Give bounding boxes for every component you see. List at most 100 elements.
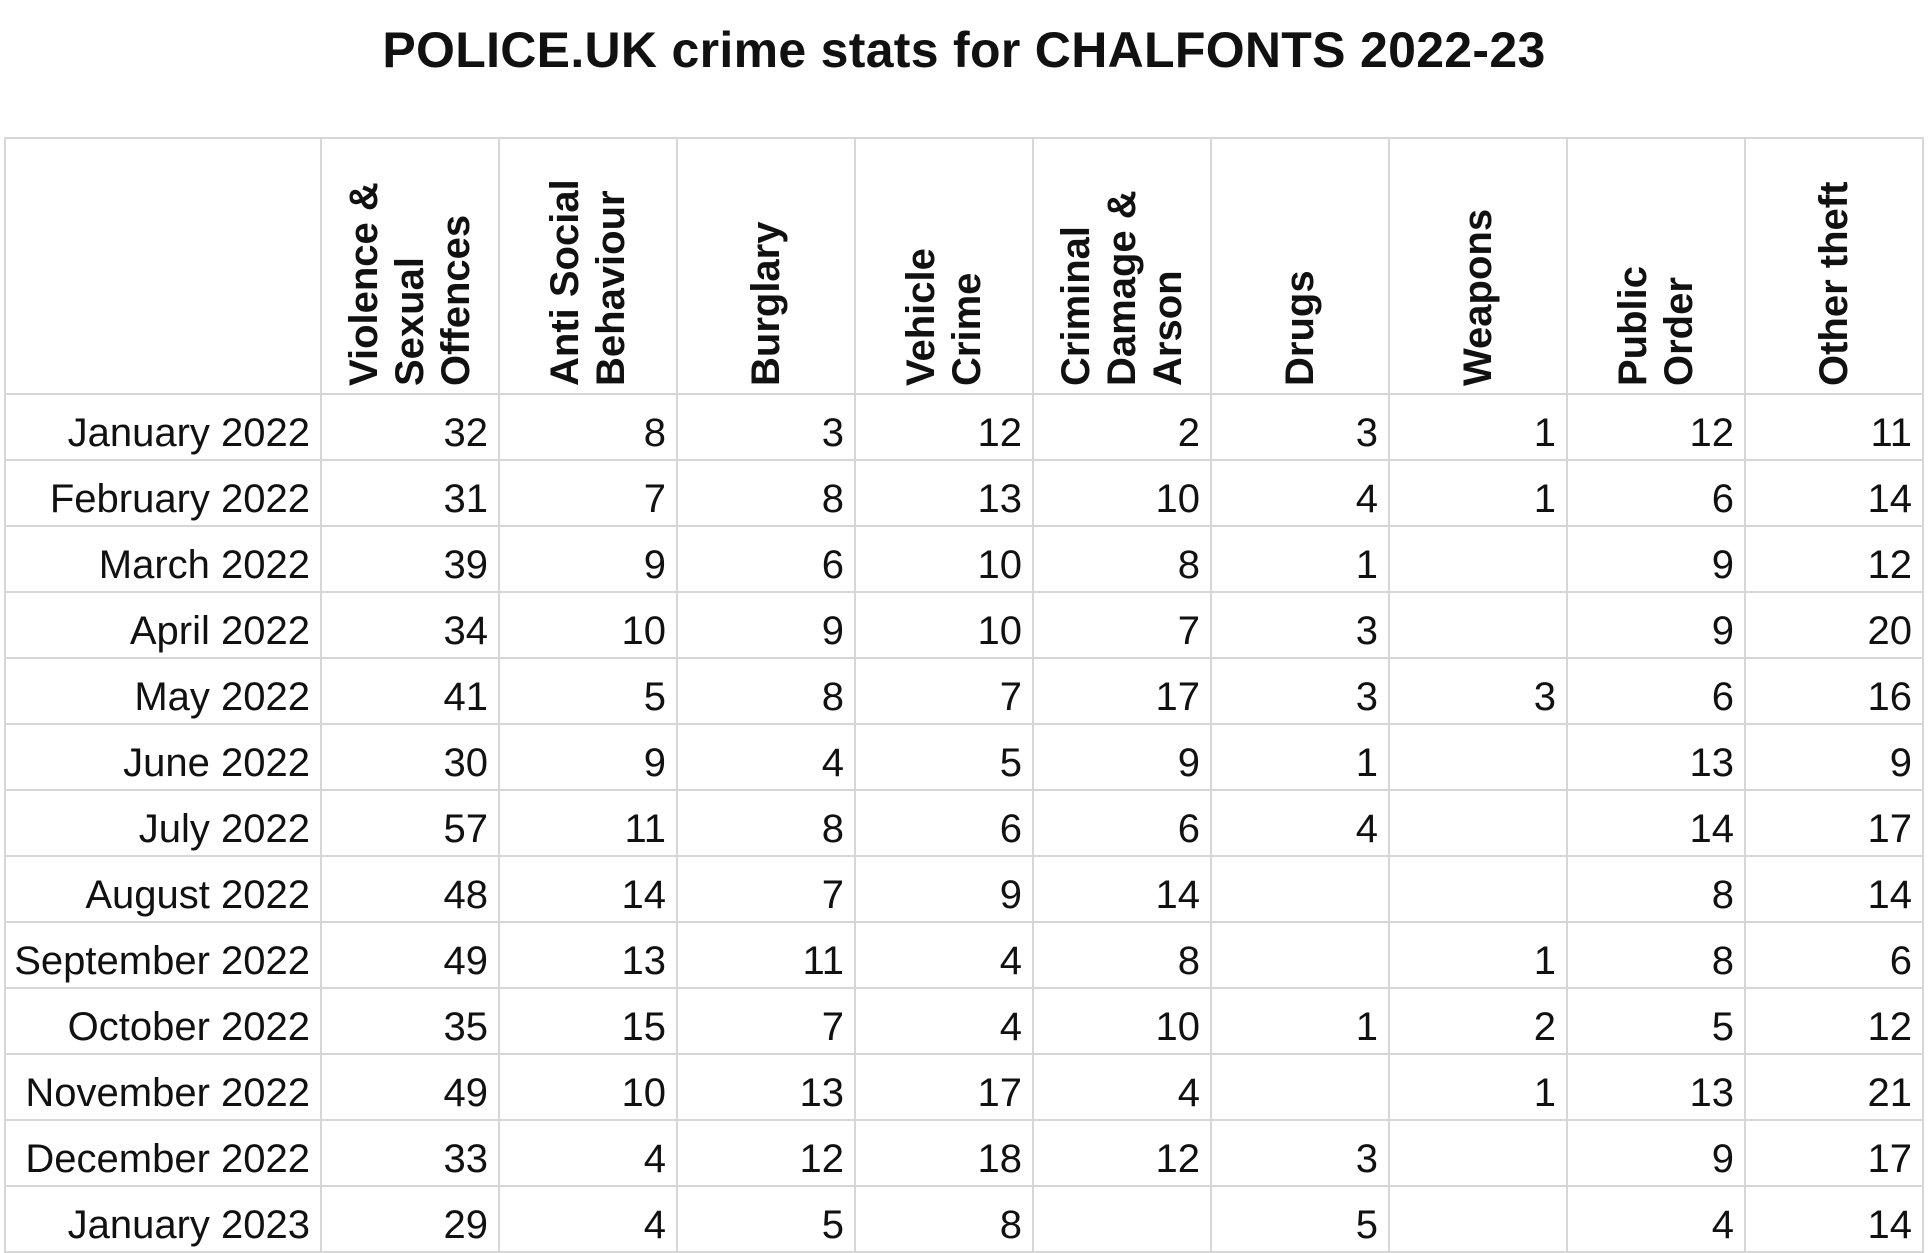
table-row: November 2022 49 10 13 17 4 1 13 21	[4, 1053, 1924, 1121]
data-cell: 12	[854, 393, 1034, 461]
data-cell: 4	[854, 921, 1034, 989]
chart-title: POLICE.UK crime stats for CHALFONTS 2022…	[382, 22, 1546, 78]
table-row: October 2022 35 15 7 4 10 1 2 5 12	[4, 987, 1924, 1055]
table-row: December 2022 33 4 12 18 12 3 9 17	[4, 1119, 1924, 1187]
data-cell: 5	[676, 1185, 856, 1253]
data-cell: 1	[1388, 459, 1568, 527]
data-cell: 10	[498, 591, 678, 659]
data-cell: 17	[854, 1053, 1034, 1121]
data-cell: 14	[1744, 1185, 1924, 1253]
data-cell: 29	[320, 1185, 500, 1253]
data-cell: 32	[320, 393, 500, 461]
data-cell: 4	[1032, 1053, 1212, 1121]
data-cell: 12	[1744, 525, 1924, 593]
data-cell: 1	[1388, 393, 1568, 461]
data-cell: 13	[498, 921, 678, 989]
data-cell: 8	[1032, 525, 1212, 593]
data-cell: 3	[1210, 591, 1390, 659]
table-row: June 2022 30 9 4 5 9 1 13 9	[4, 723, 1924, 791]
data-cell: 1	[1210, 525, 1390, 593]
data-cell: 4	[676, 723, 856, 791]
data-cell: 9	[1566, 1119, 1746, 1187]
column-header: Criminal Damage & Arson	[1032, 137, 1212, 395]
data-cell: 17	[1744, 789, 1924, 857]
column-header: Burglary	[676, 137, 856, 395]
data-cell	[1388, 591, 1568, 659]
data-cell: 9	[676, 591, 856, 659]
data-cell	[1388, 1185, 1568, 1253]
data-cell: 8	[1566, 921, 1746, 989]
data-cell: 35	[320, 987, 500, 1055]
header-row: Violence & Sexual Offences Anti Social B…	[4, 137, 1924, 395]
data-cell: 2	[1032, 393, 1212, 461]
column-header: Public Order	[1566, 137, 1746, 395]
data-cell	[1388, 723, 1568, 791]
data-cell: 5	[854, 723, 1034, 791]
data-cell: 1	[1388, 921, 1568, 989]
column-header: Weapons	[1388, 137, 1568, 395]
row-month-label: June 2022	[4, 723, 322, 791]
column-header: Other theft	[1744, 137, 1924, 395]
data-cell: 12	[1032, 1119, 1212, 1187]
data-cell: 3	[1210, 657, 1390, 725]
data-cell: 13	[1566, 723, 1746, 791]
data-cell: 3	[1210, 1119, 1390, 1187]
data-cell: 1	[1210, 987, 1390, 1055]
row-month-label: August 2022	[4, 855, 322, 923]
crime-stats-table: Violence & Sexual Offences Anti Social B…	[4, 137, 1924, 1253]
data-cell	[1388, 855, 1568, 923]
data-cell: 8	[676, 657, 856, 725]
row-month-label: September 2022	[4, 921, 322, 989]
data-cell: 4	[498, 1119, 678, 1187]
data-cell: 49	[320, 921, 500, 989]
data-cell: 10	[498, 1053, 678, 1121]
data-cell: 7	[676, 987, 856, 1055]
data-cell: 8	[498, 393, 678, 461]
data-cell: 31	[320, 459, 500, 527]
data-cell: 4	[1210, 459, 1390, 527]
data-cell: 2	[1388, 987, 1568, 1055]
data-cell: 4	[854, 987, 1034, 1055]
data-cell: 6	[854, 789, 1034, 857]
data-cell: 8	[676, 789, 856, 857]
data-cell: 8	[1032, 921, 1212, 989]
table-row: August 2022 48 14 7 9 14 8 14	[4, 855, 1924, 923]
table-row: March 2022 39 9 6 10 8 1 9 12	[4, 525, 1924, 593]
data-cell: 12	[676, 1119, 856, 1187]
data-cell	[1388, 1119, 1568, 1187]
data-cell: 9	[1566, 525, 1746, 593]
data-cell: 13	[676, 1053, 856, 1121]
data-cell: 39	[320, 525, 500, 593]
data-cell: 9	[1566, 591, 1746, 659]
data-cell: 21	[1744, 1053, 1924, 1121]
data-cell: 4	[1566, 1185, 1746, 1253]
data-cell: 10	[1032, 987, 1212, 1055]
row-month-label: January 2022	[4, 393, 322, 461]
column-header: Vehicle Crime	[854, 137, 1034, 395]
column-header: Drugs	[1210, 137, 1390, 395]
data-cell: 6	[1032, 789, 1212, 857]
data-cell: 6	[676, 525, 856, 593]
data-cell: 41	[320, 657, 500, 725]
data-cell: 33	[320, 1119, 500, 1187]
data-cell: 8	[854, 1185, 1034, 1253]
data-cell	[1210, 855, 1390, 923]
column-header-label: Burglary	[744, 221, 788, 387]
data-cell: 11	[498, 789, 678, 857]
row-month-label: October 2022	[4, 987, 322, 1055]
table-row: May 2022 41 5 8 7 17 3 3 6 16	[4, 657, 1924, 725]
data-cell	[1032, 1185, 1212, 1253]
data-cell: 18	[854, 1119, 1034, 1187]
data-cell: 7	[1032, 591, 1212, 659]
data-cell: 3	[1210, 393, 1390, 461]
data-cell	[1388, 789, 1568, 857]
data-cell: 14	[498, 855, 678, 923]
data-cell: 10	[854, 591, 1034, 659]
data-cell: 13	[1566, 1053, 1746, 1121]
column-header-label: Criminal Damage & Arson	[1054, 190, 1190, 386]
data-cell: 10	[1032, 459, 1212, 527]
data-cell	[1210, 921, 1390, 989]
data-cell: 12	[1744, 987, 1924, 1055]
data-cell: 12	[1566, 393, 1746, 461]
data-cell: 14	[1744, 855, 1924, 923]
